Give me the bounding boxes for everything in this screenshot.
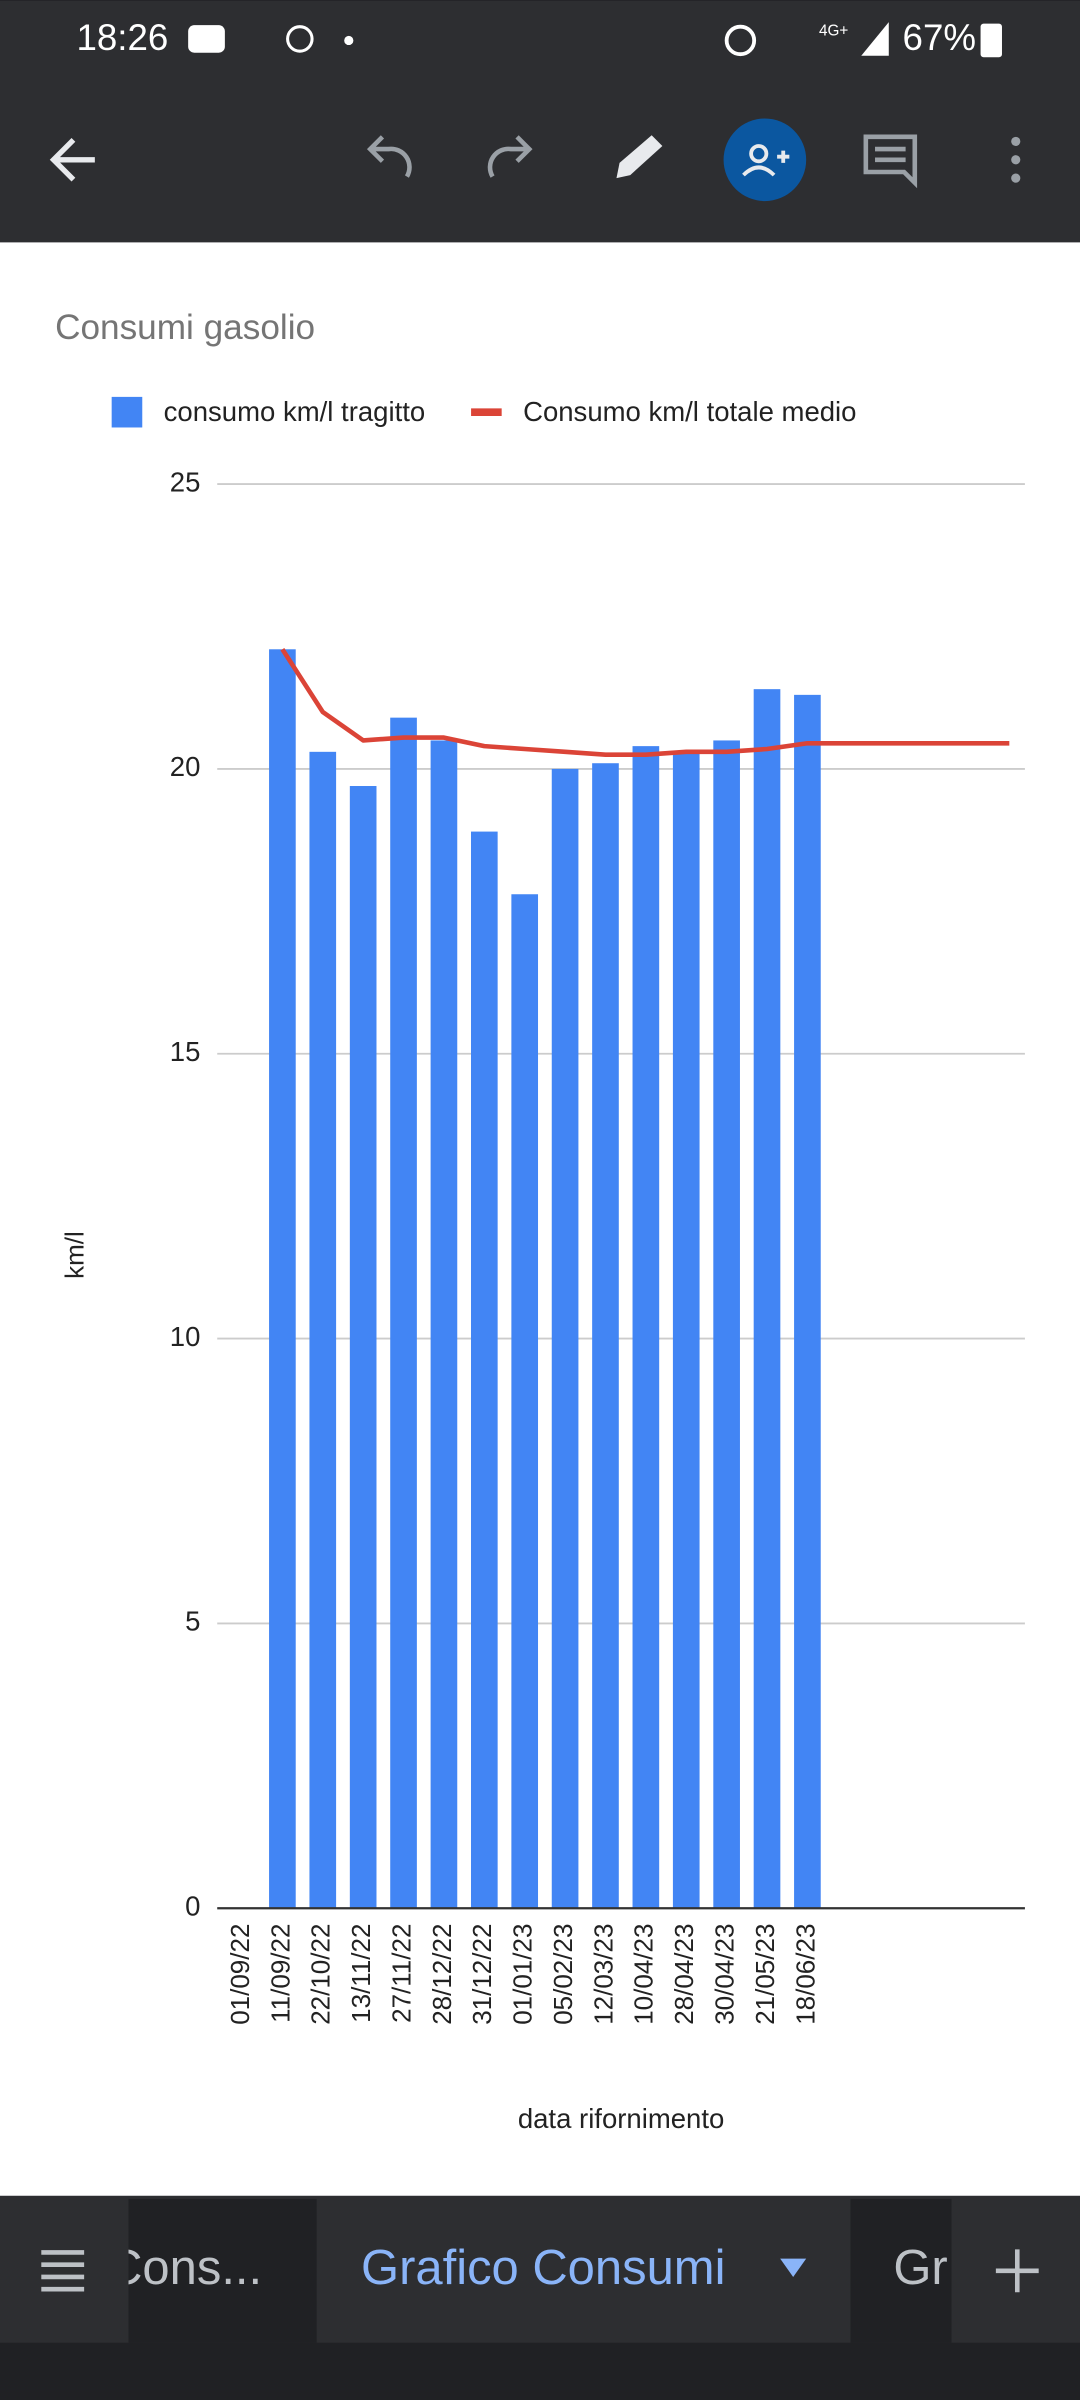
bar	[672, 751, 700, 1909]
share-icon	[749, 144, 769, 164]
x-tick-label: 28/12/22	[427, 1924, 457, 2025]
share-icon	[742, 150, 790, 177]
x-tick-label: 18/06/23	[790, 1924, 820, 2025]
x-tick-label: 21/05/23	[750, 1924, 780, 2025]
bar	[269, 649, 296, 1909]
bar	[309, 751, 337, 1909]
y-tick-label: 5	[185, 1606, 200, 1637]
tab-label: Gr	[893, 2241, 947, 2295]
status-icon	[188, 25, 225, 53]
bar	[753, 689, 781, 1909]
add-sheet[interactable]	[995, 2249, 1039, 2293]
alarm-icon	[724, 24, 757, 57]
battery-icon	[980, 23, 1002, 58]
comments-button[interactable]	[863, 134, 918, 189]
x-axis-title: data rifornimento	[518, 2103, 724, 2134]
signal-icon	[861, 22, 889, 56]
battery-level: 67%	[903, 17, 976, 58]
y-tick-label: 15	[170, 1036, 201, 1067]
bar	[430, 740, 458, 1909]
tab-dropdown[interactable]	[780, 2258, 807, 2277]
line	[280, 648, 1010, 757]
x-tick-label: 22/10/22	[306, 1924, 336, 2025]
redo-button[interactable]	[487, 135, 533, 178]
bar	[794, 694, 821, 1909]
tab[interactable]	[850, 2198, 952, 2343]
y-axis-title: km/l	[59, 1231, 89, 1279]
bar	[632, 746, 660, 1909]
x-tick-label: 05/02/23	[548, 1924, 578, 2025]
status-dot	[344, 35, 354, 46]
x-tick-label: 31/12/22	[467, 1924, 497, 2025]
y-tick-label: 0	[185, 1891, 200, 1922]
bar	[551, 768, 579, 1909]
tab-label: Cons...	[107, 2241, 262, 2295]
chart: Consumi gasolio km/l data rifornimento c…	[55, 308, 1025, 2134]
chart-area	[0, 242, 1080, 2196]
chart-title: Consumi gasolio	[55, 308, 315, 347]
x-tick-label: 27/11/22	[386, 1924, 416, 2023]
y-tick-label: 20	[170, 751, 201, 782]
sheets-menu[interactable]	[41, 2250, 85, 2292]
y-tick-label: 10	[170, 1321, 201, 1352]
app-bar	[0, 0, 1080, 243]
x-tick-label: 28/04/23	[669, 1924, 699, 2025]
bar	[511, 894, 539, 1909]
bar	[390, 717, 417, 1909]
x-tick-label: 13/11/22	[346, 1924, 376, 2023]
legend-label: consumo km/l tragitto	[164, 396, 426, 427]
bar	[592, 763, 619, 1909]
x-tick-label: 30/04/23	[710, 1924, 740, 2025]
undo-button[interactable]	[366, 135, 412, 178]
x-tick-label: 01/09/22	[225, 1924, 255, 2025]
tab[interactable]	[128, 2198, 317, 2343]
more-button[interactable]	[1011, 136, 1021, 183]
x-tick-label: 10/04/23	[629, 1924, 659, 2025]
bar	[713, 740, 740, 1909]
x-tick-label: 12/03/23	[588, 1924, 618, 2025]
bar	[349, 786, 377, 1909]
tab-label[interactable]: Grafico Consumi	[361, 2241, 725, 2295]
status-icon	[286, 25, 314, 53]
x-tick-label: 11/09/22	[265, 1924, 295, 2023]
y-tick-label: 25	[170, 466, 201, 497]
back-button[interactable]	[49, 137, 95, 182]
edit-button[interactable]	[616, 135, 663, 179]
x-tick-label: 01/01/23	[508, 1924, 538, 2025]
bar	[470, 831, 498, 1909]
legend-label: Consumo km/l totale medio	[523, 396, 856, 427]
network-type: 4G+	[819, 22, 848, 39]
legend-swatch	[111, 396, 143, 428]
status-time: 18:26	[76, 17, 168, 58]
